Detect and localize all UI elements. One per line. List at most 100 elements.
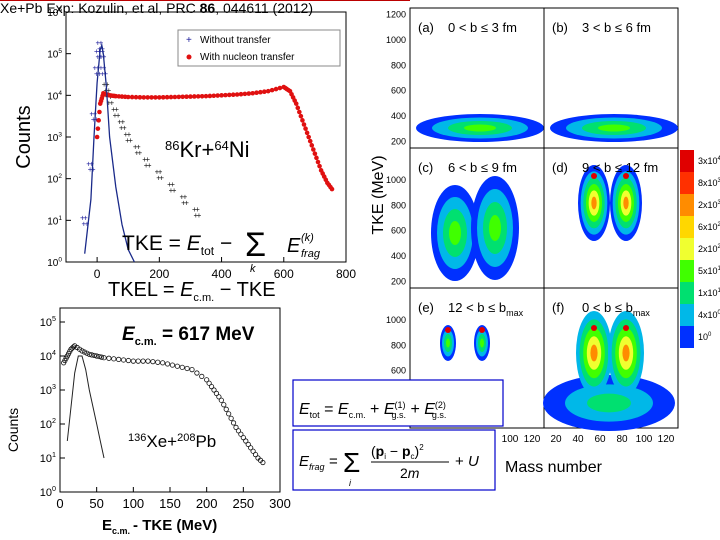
heatmap-contour: [622, 344, 630, 362]
with-transfer-point: [149, 95, 154, 100]
without-transfer-point: +: [96, 53, 101, 62]
heatmap-contour: [464, 124, 496, 132]
tke-mass-x-tick-label: 100: [502, 434, 519, 445]
fit-curve: [84, 42, 135, 263]
with-transfer-point: [312, 151, 318, 156]
tke-mass-x-tick-label: 120: [524, 434, 541, 445]
with-transfer-point: [254, 90, 259, 96]
tke-mass-y-tick-label: 600: [391, 226, 406, 236]
without-transfer-point: +: [102, 53, 107, 62]
kr-ni-y-tick-label: 105: [47, 48, 62, 61]
citation-prefix: Xe+Pb Exp: Kozulin, et al, PRC: [0, 0, 200, 16]
with-transfer-point: [329, 186, 335, 192]
without-transfer-point: +: [145, 155, 150, 164]
with-transfer-point: [246, 91, 252, 96]
heatmap-panel-range: 6 < b ≤ 9 fm: [448, 160, 517, 175]
citation-volume: 86: [199, 0, 216, 16]
without-transfer-point: +: [142, 155, 147, 164]
with-transfer-point: [133, 94, 139, 100]
without-transfer-point: +: [99, 38, 104, 47]
tke-mass-y-tick-label: 800: [391, 200, 406, 210]
with-transfer-point: [137, 95, 143, 100]
xe-pb-series: [61, 343, 266, 466]
with-transfer-point: [195, 94, 201, 99]
without-transfer-point: +: [89, 159, 94, 168]
tke-mass-y-tick-label: 1200: [386, 9, 406, 19]
kr-ni-x-tick-label: 200: [149, 267, 169, 281]
xe-pb-x-tick-label: 0: [56, 496, 63, 511]
without-transfer-point: +: [117, 118, 122, 127]
xe-pb-data-point: [89, 352, 95, 358]
with-transfer-point: [184, 94, 189, 99]
with-transfer-point: [293, 101, 299, 106]
heatmap-peak: [591, 173, 597, 179]
etot-formula-box: [292, 379, 504, 427]
with-transfer-point: [199, 93, 205, 99]
with-transfer-point: [223, 92, 228, 98]
with-transfer-point: [258, 89, 263, 95]
svg-text:(pi − pc)2: (pi − pc)2: [371, 443, 424, 461]
with-transfer-point: [269, 87, 275, 93]
xe-pb-x-tick-label: 50: [89, 496, 103, 511]
xe-pb-data-point: [204, 377, 210, 383]
without-transfer-point: +: [138, 148, 143, 157]
without-transfer-point: +: [111, 105, 116, 114]
without-transfer-point: +: [156, 173, 161, 182]
xe-pb-y-tick-label: 103: [40, 383, 56, 397]
xe-pb-x-tick-label: 200: [196, 496, 218, 511]
xe-pb-data-point: [79, 348, 85, 354]
without-transfer-point: +: [82, 219, 87, 228]
xe-pb-data-point: [226, 411, 232, 417]
with-transfer-point: [315, 159, 321, 165]
with-transfer-point: [97, 109, 102, 115]
citation-suffix: , 044611 (2012): [215, 0, 314, 16]
svg-text:i: i: [349, 478, 352, 488]
heatmap-peak: [445, 327, 451, 333]
heatmap-contour: [590, 344, 598, 362]
without-transfer-point: +: [85, 219, 90, 228]
without-transfer-point: +: [99, 53, 104, 62]
svg-text:TKE = Etot −: TKE = Etot −: [122, 232, 232, 258]
without-transfer-point: +: [122, 123, 127, 132]
xe-pb-data-point: [179, 364, 185, 370]
xe-pb-data-point: [84, 350, 90, 356]
tke-mass-x-tick-label: 100: [636, 434, 653, 445]
without-transfer-point: +: [102, 80, 107, 89]
xe-pb-data-point: [98, 354, 105, 360]
without-transfer-point: +: [155, 168, 160, 177]
xe-pb-data-point: [91, 352, 97, 359]
without-transfer-point: +: [89, 109, 94, 118]
with-transfer-point: [94, 134, 100, 140]
with-transfer-point: [273, 86, 279, 92]
tke-mass-colorbar: 3x104 8x103 2x103 6x102 2x102 5x101 1x101 4x100…: [680, 150, 720, 348]
without-transfer-point: +: [170, 180, 175, 189]
with-transfer-point: [176, 94, 182, 100]
with-transfer-point: [265, 88, 271, 94]
colorbar-swatch: [680, 172, 694, 194]
heatmap-panel-range: 12 < b ≤ bmax: [448, 300, 524, 318]
without-transfer-point: +: [159, 173, 164, 182]
xe-pb-y-tick-label: 101: [40, 451, 56, 465]
without-transfer-point: +: [113, 111, 118, 120]
kr-ni-legend: [177, 29, 341, 67]
heatmap-peak: [591, 325, 597, 331]
without-transfer-point: +: [128, 136, 133, 145]
without-transfer-point: +: [133, 143, 138, 152]
xe-pb-data-point: [252, 452, 259, 458]
without-transfer-point: +: [136, 143, 141, 152]
without-transfer-point: +: [127, 130, 132, 139]
without-transfer-point: +: [97, 44, 102, 53]
without-transfer-point: +: [158, 168, 163, 177]
tke-mass-y-tick-label: 200: [391, 137, 406, 147]
xe-pb-plot-frame: [59, 307, 281, 493]
with-transfer-point: [219, 93, 224, 98]
efrag-formula-box: [292, 429, 496, 491]
kr-ni-series: ++++++++++++++++++++++++++++++++++++++++…: [80, 38, 335, 263]
xe-pb-data-point: [238, 431, 244, 437]
kr-symbol: Kr+: [179, 137, 214, 162]
tke-mass-panels: (a) 0 < b ≤ 3 fm (b) 3 < b ≤ 6 fm (c) 6 < b ≤…: [409, 7, 679, 431]
xe-pb-data-point: [94, 353, 100, 359]
heatmap-panel-label: (f): [552, 300, 564, 315]
tke-mass-x-tick-label: 120: [658, 434, 675, 445]
ni-symbol: Ni: [229, 137, 250, 162]
